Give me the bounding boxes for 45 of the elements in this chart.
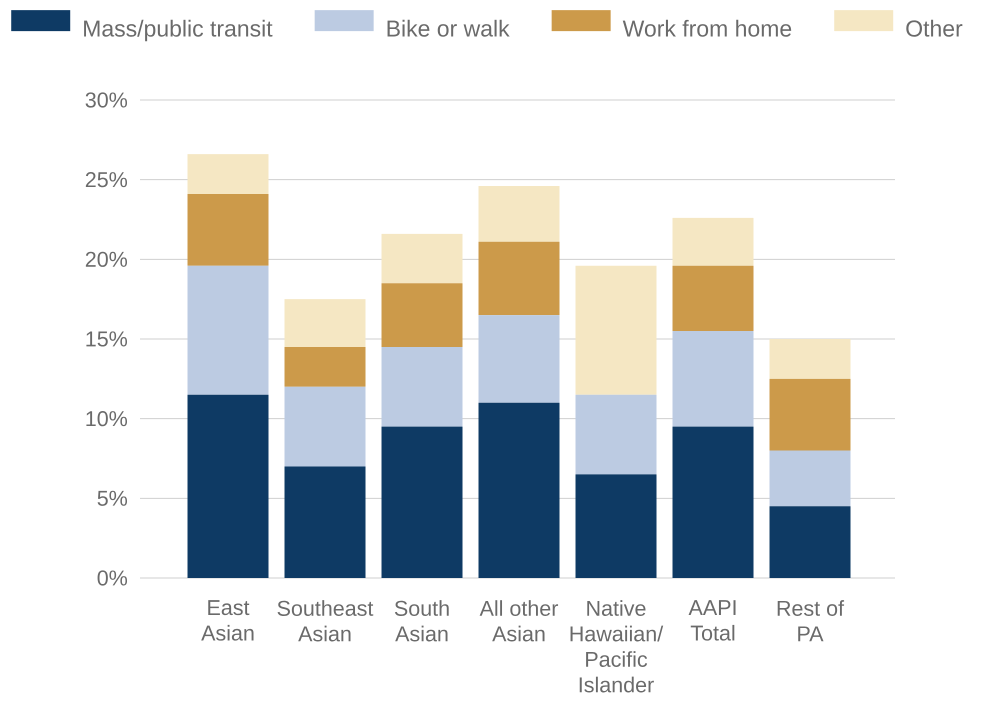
bar	[478, 402, 560, 578]
y-tick-label: 30%	[86, 92, 128, 108]
legend-label: Bike or walk	[388, 20, 510, 37]
y-tick-label: 0%	[98, 570, 128, 586]
x-tick-label: Southeast Asian	[278, 600, 374, 642]
bar	[284, 346, 366, 387]
bar	[382, 234, 463, 284]
bar	[284, 386, 366, 466]
bar	[770, 338, 851, 379]
bar	[284, 466, 366, 578]
y-tick-label: 20%	[86, 252, 128, 267]
bar	[188, 194, 269, 266]
x-tick-label: Native Hawaiian/ Pacific Islander	[570, 600, 664, 692]
bar	[284, 299, 366, 347]
bar	[478, 242, 560, 316]
bar	[770, 506, 851, 578]
legend-label: Other	[906, 20, 962, 37]
x-tick-label: East Asian	[201, 600, 254, 641]
bar	[576, 474, 657, 578]
y-tick-label: 25%	[86, 172, 128, 188]
bar	[576, 394, 657, 474]
bar	[188, 266, 269, 395]
bar	[576, 266, 657, 395]
y-tick-label: 10%	[86, 411, 128, 426]
y-tick-label: 15%	[86, 331, 128, 347]
bar	[770, 450, 851, 506]
y-tick-label: 5%	[98, 490, 128, 506]
bar	[188, 154, 269, 194]
bar	[770, 378, 851, 451]
legend-label: Mass/public transit	[84, 20, 272, 42]
legend-label: Work from home	[622, 20, 792, 37]
bar	[672, 266, 754, 332]
bar	[382, 426, 463, 578]
bar	[672, 426, 754, 578]
bar	[382, 346, 463, 427]
x-tick-label: All other Asian	[480, 600, 558, 642]
x-tick-label: AAPI Total	[688, 600, 736, 641]
x-tick-label: South Asian	[394, 600, 449, 642]
bar	[672, 218, 754, 266]
bar	[672, 331, 754, 427]
bar	[188, 394, 269, 578]
bar	[382, 283, 463, 347]
bar	[478, 186, 560, 242]
bar	[478, 315, 560, 403]
x-tick-label: Rest of PA	[778, 600, 844, 642]
